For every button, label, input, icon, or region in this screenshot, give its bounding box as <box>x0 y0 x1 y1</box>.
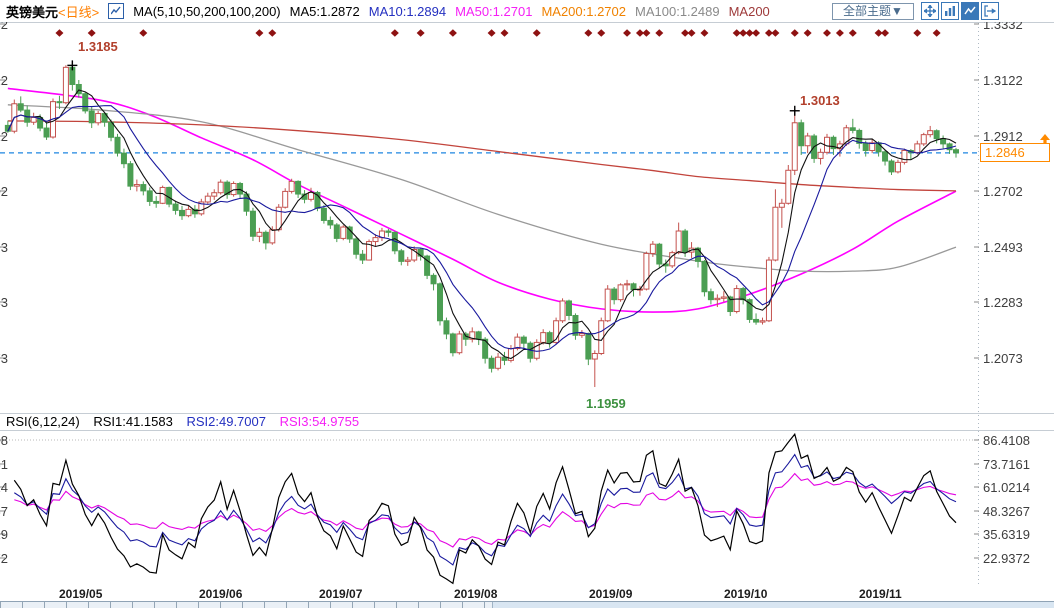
month-label: 2019/08 <box>454 587 498 601</box>
month-label: 2019/11 <box>859 587 902 601</box>
price-up-arrow-icon <box>1040 134 1050 143</box>
indicator-chart-icon[interactable] <box>108 3 125 19</box>
candlesticks <box>4 63 959 388</box>
rsi-axis-label: 86.4108 <box>983 433 1030 448</box>
scrollbar-thumb[interactable] <box>492 602 1054 608</box>
horizontal-scrollbar[interactable] <box>0 601 1054 608</box>
theme-dropdown[interactable]: 全部主题▼ <box>832 3 914 20</box>
rsi-axis-label: 48.3267 <box>983 504 1030 519</box>
current-price-badge: 1.2846 <box>980 143 1050 162</box>
price-axis-label: 1.2073 <box>983 351 1023 366</box>
ma100-legend: MA100:1.2489 <box>635 3 720 19</box>
rsi2-legend: RSI2:49.7007 <box>186 414 266 429</box>
chart-header-legend: 英镑美元 <日线> MA(5,10,50,200,100,200) MA5:1.… <box>0 0 1054 22</box>
pan-icon[interactable] <box>921 2 939 20</box>
price-annotation: 1.3013 <box>800 93 840 108</box>
overlay-ma50-line <box>7 87 957 313</box>
rsi-axis-label-left: 86.4108 <box>0 433 8 448</box>
ma50-legend: MA50:1.2701 <box>455 3 533 19</box>
price-axis-label: 1.2912 <box>983 129 1023 144</box>
scrollbar-ticks <box>0 602 492 608</box>
month-label: 2019/05 <box>59 587 103 601</box>
rsi-title: RSI(6,12,24) <box>6 414 80 429</box>
rsi3-legend: RSI3:54.9755 <box>279 414 360 429</box>
event-diamond-markers <box>55 29 941 37</box>
price-axis-label-left: 1.2493 <box>0 240 8 255</box>
chart-toolbar <box>921 2 999 20</box>
price-axis-label: 1.2702 <box>983 184 1023 199</box>
rsi-axis-label: 61.0214 <box>983 480 1030 495</box>
price-axis-label-left: 1.2912 <box>0 129 8 144</box>
month-label: 2019/10 <box>724 587 768 601</box>
overlay-ma200-line <box>7 120 957 192</box>
period-label: <日线> <box>58 4 100 20</box>
rsi-axis-label-left: 73.7161 <box>0 457 8 472</box>
month-label: 2019/09 <box>589 587 633 601</box>
overlay-ma10-line <box>7 105 957 352</box>
rsi-axis-label: 73.7161 <box>983 457 1030 472</box>
time-axis-band <box>0 585 1054 601</box>
rsi1-legend: RSI1:41.1583 <box>93 414 173 429</box>
ma10-legend: MA10:1.2894 <box>368 3 447 19</box>
overlay-ma100-line <box>7 104 957 273</box>
price-axis-label: 1.2283 <box>983 295 1023 310</box>
line-chart-icon[interactable] <box>961 2 979 20</box>
rsi24-line <box>14 472 957 548</box>
price-axis-label: 1.2493 <box>983 240 1023 255</box>
month-label: 2019/06 <box>199 587 243 601</box>
rsi-axis-label: 35.6319 <box>983 527 1030 542</box>
price-annotation: 1.3185 <box>78 39 118 54</box>
overlay-ma5-line <box>7 89 957 360</box>
bar-chart-icon[interactable] <box>941 2 959 20</box>
rsi-axis-label-left: 61.0214 <box>0 480 8 495</box>
rsi12-line <box>14 453 957 566</box>
price-axis-label-left: 1.3122 <box>0 73 8 88</box>
price-axis-label-left: 1.2283 <box>0 295 8 310</box>
ma200-legend: MA200:1.2702 <box>541 3 627 19</box>
price-axis-label-left: 1.3332 <box>0 17 8 32</box>
symbol-name: 英镑美元 <box>6 4 59 20</box>
export-icon[interactable] <box>981 2 999 20</box>
ma200b-legend: MA200 <box>728 3 770 19</box>
rsi6-line <box>13 432 957 585</box>
price-axis-label: 1.3122 <box>983 73 1023 88</box>
price-axis-label-left: 1.2073 <box>0 351 8 366</box>
ma-group-label: MA(5,10,50,200,100,200) <box>133 3 281 19</box>
price-annotation: 1.1959 <box>586 396 626 411</box>
rsi-axis-label-left: 35.6319 <box>0 527 8 542</box>
month-label: 2019/07 <box>319 587 363 601</box>
rsi-axis-label-left: 22.9372 <box>0 551 8 566</box>
ma5-legend: MA5:1.2872 <box>289 3 360 19</box>
rsi-axis-label-left: 48.3267 <box>0 504 8 519</box>
rsi-axis-label: 22.9372 <box>983 551 1030 566</box>
price-axis-label-left: 1.2702 <box>0 184 8 199</box>
rsi-legend: RSI(6,12,24) RSI1:41.1583 RSI2:49.7007 R… <box>6 414 370 430</box>
